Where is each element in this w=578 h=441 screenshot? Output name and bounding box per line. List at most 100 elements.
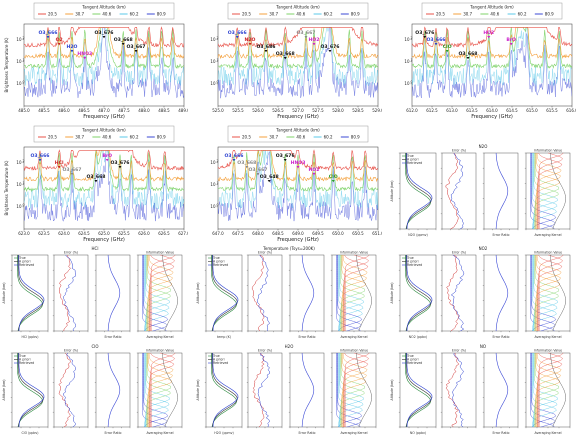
kernel-line (341, 255, 366, 331)
y-tick-exp: 1 (217, 58, 219, 62)
x-tick-label: 627.0 (178, 231, 188, 236)
subplot-frame (441, 152, 477, 230)
kernel-line (149, 353, 174, 427)
legend-frame (227, 2, 369, 20)
legend-label: 60.2 (130, 12, 139, 17)
x-tick-label: 647.0 (212, 231, 224, 236)
profile-line (18, 353, 45, 428)
x-tick-label: 613.5 (466, 108, 478, 113)
series-line (218, 26, 378, 48)
kernel-line (535, 255, 560, 331)
profile-line (212, 353, 239, 428)
profile-line (211, 255, 237, 332)
kernel-line (538, 352, 564, 427)
x-tick-label: 486.5 (78, 108, 90, 113)
y-tick-exp: 2 (23, 36, 25, 40)
info-value-line (550, 254, 566, 332)
x-axis-label: Frequency (GHz) (277, 237, 319, 243)
kernel-line (151, 352, 176, 427)
line-marker (423, 36, 427, 39)
legend-label: 40.6 (296, 12, 305, 17)
x-tick-label: 527.0 (292, 108, 304, 113)
avg-kernel-label: Averaging Kernel (340, 431, 367, 435)
info-value-line (550, 352, 566, 428)
spectrum-chart-3: Tangent Altitude (km) 20.5 30.7 40.6 60.2 80.… (404, 2, 576, 120)
retrieval-chart-temp: Temperature (Tsys=200K) Altitude (km) temp… (196, 246, 377, 339)
y-tick-exp: 0 (217, 203, 219, 207)
x-tick-label: 625.0 (98, 231, 110, 236)
x-tick-label: 648.0 (252, 231, 264, 236)
legend-label: 80.9 (157, 12, 166, 17)
x-tick-label: 612.5 (426, 108, 438, 113)
error-ratio-line (495, 254, 509, 332)
x-tick-label: 525.0 (212, 108, 224, 113)
line-label-o3_668: O3_668 (114, 37, 133, 43)
x-tick-label: 615.5 (546, 108, 558, 113)
spectrum-panel-2: Tangent Altitude (km) 20.5 30.7 40.6 60.2 80.… (196, 2, 382, 120)
kernel-line (537, 152, 563, 229)
subplot-frame (247, 254, 283, 332)
legend-frame (33, 125, 175, 143)
retrieval-chart-h2o: H2O Altitude (km) H2O (ppmv) Error (%) Error… (196, 344, 377, 435)
legend-label: 30.7 (75, 135, 84, 140)
y-tick-label: 10 (404, 59, 410, 64)
error-ratio-label: Error Ratio (105, 335, 122, 339)
x-tick-label: 486.0 (58, 108, 70, 113)
legend-label: 80.9 (545, 12, 554, 17)
profile-line (211, 255, 238, 332)
line-label-bro: BrO (102, 153, 112, 159)
spectrum-lines (412, 26, 572, 99)
legend: Tangent Altitude (km) 20.5 30.7 40.6 60.2 80.… (33, 2, 175, 20)
legend-label: 20.5 (48, 12, 57, 17)
line-marker (105, 159, 109, 162)
info-title: Information Value (340, 251, 368, 255)
legend-label: True (212, 354, 220, 358)
kernel-line (142, 353, 167, 428)
legend-label: 20.5 (242, 12, 251, 17)
profile-line (212, 255, 239, 332)
series-line (218, 27, 378, 60)
legend-label: 60.2 (130, 135, 139, 140)
legend-frame (227, 125, 369, 143)
kernel-line (532, 255, 557, 332)
error-title: Error (%) (258, 251, 272, 255)
legend-label: A priori (407, 260, 419, 264)
kernel-line (539, 352, 564, 427)
legend-label: Retrieved (407, 161, 422, 165)
line-marker (70, 173, 74, 176)
kernel-line (538, 152, 564, 229)
kernel-line (149, 352, 175, 427)
legend-label: Retrieved (213, 361, 228, 365)
kernel-line (147, 255, 172, 331)
legend: Tangent Altitude (km) 20.5 30.7 40.6 60.2 80.… (227, 2, 369, 20)
y-axis-label: Brightness Temperature (K) (4, 160, 9, 215)
retrieval-panel-no: NO Altitude (km) NO (ppbv) Error (%) Error R… (390, 343, 576, 441)
error-ratio-label: Error Ratio (105, 431, 122, 435)
spectrum-chart-1: Tangent Altitude (km) 20.5 30.7 40.6 60.2 80.… (4, 2, 188, 120)
altitude-label: Altitude (km) (2, 380, 6, 401)
kernel-line (530, 255, 556, 332)
legend: Tangent Altitude (km) 20.5 30.7 40.6 60.2 80.… (421, 2, 563, 20)
spectrum-panel-5: Tangent Altitude (km) 20.5 30.7 40.6 60.2 80.… (196, 125, 382, 243)
x-tick-label: 528.0 (332, 108, 344, 113)
y-tick-exp: 2 (23, 159, 25, 163)
y-tick-exp: 0 (411, 80, 413, 84)
kernel-line (538, 254, 564, 331)
profile-line (405, 353, 432, 428)
avg-kernel-label: Averaging Kernel (534, 335, 561, 339)
legend-label: Retrieved (407, 263, 422, 267)
error-line (450, 254, 465, 332)
conc-xlabel: ClO (ppbv) (21, 431, 38, 435)
profile-line (405, 353, 431, 428)
line-label-o3_648: O3_648 (260, 174, 279, 180)
error-line (251, 254, 265, 332)
info-title: Information Value (534, 251, 562, 255)
y-tick-label: 10 (16, 204, 22, 209)
altitude-label: Altitude (km) (390, 181, 394, 202)
legend-label: 30.7 (269, 135, 278, 140)
x-tick-label: 485.0 (18, 108, 30, 113)
kernel-line (143, 255, 169, 332)
line-label-ho2: HO2 (309, 37, 320, 43)
kernel-line (535, 353, 560, 427)
line-marker (296, 166, 300, 169)
